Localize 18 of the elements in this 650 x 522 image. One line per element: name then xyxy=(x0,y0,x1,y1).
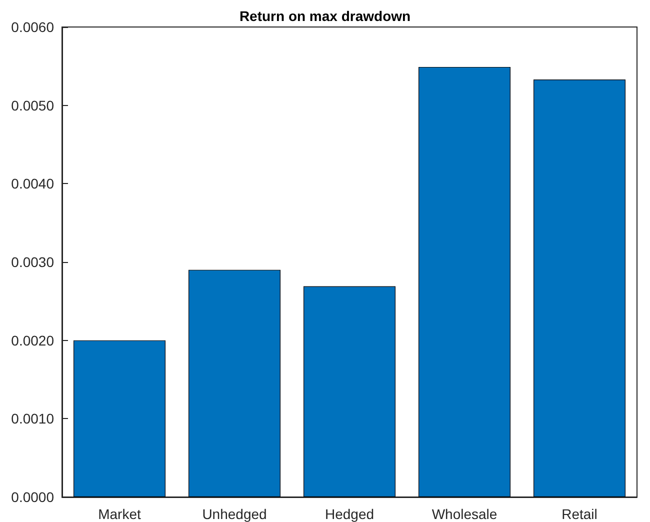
y-tick-label: 0.0040 xyxy=(11,176,54,192)
chart-title: Return on max drawdown xyxy=(239,8,411,24)
bar xyxy=(74,340,166,497)
y-tick-label: 0.0060 xyxy=(11,19,54,35)
x-tick-label: Unhedged xyxy=(202,506,267,522)
y-tick-label: 0.0050 xyxy=(11,97,54,114)
y-tick-label: 0.0010 xyxy=(11,410,54,427)
bar xyxy=(418,66,510,497)
x-tick-label: Market xyxy=(98,506,141,522)
y-tick-label: 0.0030 xyxy=(11,254,54,270)
bar xyxy=(534,79,626,497)
y-tick-label: 0.0020 xyxy=(11,332,54,348)
x-tick-label: Hedged xyxy=(324,506,374,522)
x-tick-label: Wholesale xyxy=(432,506,498,522)
bar xyxy=(304,286,396,497)
y-tick-label: 0.0000 xyxy=(11,489,54,505)
bar xyxy=(188,270,280,497)
x-tick-label: Retail xyxy=(562,506,598,522)
